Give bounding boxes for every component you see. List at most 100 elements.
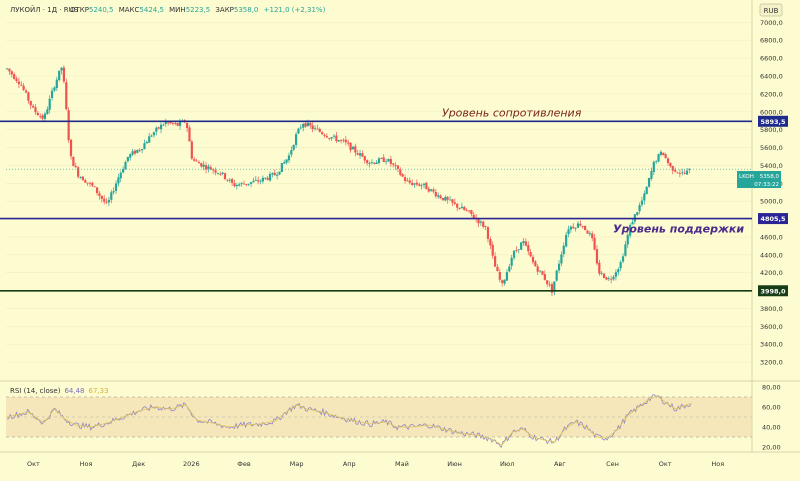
candle-body: [531, 256, 535, 263]
candle-body: [287, 155, 291, 161]
candle-body: [226, 179, 229, 181]
candle-body: [43, 113, 47, 119]
price-tick-label: 5400,0: [760, 162, 783, 170]
candle-body: [610, 278, 613, 280]
candle-body: [29, 100, 32, 106]
price-tick-label: 4400,0: [760, 251, 783, 259]
candle-body: [685, 170, 689, 175]
candle-body: [216, 172, 220, 174]
currency-label: RUB: [764, 7, 779, 15]
candle-body: [193, 159, 196, 161]
candle-body: [257, 180, 260, 182]
candle-body: [375, 162, 378, 165]
candle-body: [406, 180, 409, 182]
currency-button[interactable]: [759, 3, 783, 17]
time-tick-label: Ноя: [711, 460, 724, 468]
candle-body: [557, 263, 561, 271]
candle-body: [325, 136, 328, 138]
candle-body: [538, 270, 542, 272]
candle-body: [124, 161, 127, 170]
candle-body: [579, 223, 582, 226]
candle-body: [200, 163, 203, 167]
support-caption: Уровень поддержки: [613, 223, 744, 236]
candle-body: [591, 233, 594, 239]
candle-body: [122, 168, 125, 173]
candle-body: [204, 165, 208, 170]
candle-body: [562, 245, 565, 255]
candle-body: [231, 179, 234, 183]
candle-body: [330, 137, 333, 139]
candle-body: [602, 273, 606, 279]
candle-body: [621, 256, 625, 262]
candle-body: [271, 173, 274, 175]
candle-body: [62, 67, 66, 82]
candle-body: [427, 188, 430, 192]
candle-body: [143, 143, 146, 150]
candle-body: [574, 227, 577, 229]
candle-body: [157, 127, 160, 129]
candle-body: [136, 149, 139, 153]
rsi-ma-line: [7, 395, 692, 446]
candle-body: [612, 276, 615, 280]
candle-body: [69, 139, 73, 157]
candle-body: [107, 199, 111, 203]
candle-body: [321, 132, 324, 135]
candle-body: [65, 82, 68, 110]
candle-body: [508, 266, 511, 272]
candle-body: [228, 179, 231, 181]
candle-body: [501, 280, 504, 283]
candle-body: [103, 198, 106, 202]
candle-body: [342, 139, 345, 141]
candle-body: [98, 193, 101, 196]
candle-body: [202, 164, 205, 167]
candle-body: [536, 266, 539, 272]
candle-body: [584, 225, 587, 231]
candle-body: [420, 185, 423, 187]
candle-body: [290, 150, 293, 155]
candle-body: [126, 156, 129, 162]
candle-body: [527, 244, 530, 252]
time-tick-label: Авг: [554, 460, 566, 468]
candle-body: [560, 254, 563, 264]
price-tick-label: 7000,0: [760, 19, 783, 27]
header-ohlc: ОТКР5240,5 МАКС5424,5 МИН5223,5 ЗАКР5358…: [70, 6, 326, 14]
candle-body: [46, 109, 49, 115]
candle-body: [671, 165, 674, 171]
candle-body: [112, 191, 115, 193]
candle-body: [41, 115, 44, 119]
candle-body: [178, 121, 182, 126]
candle-body: [472, 214, 475, 219]
time-tick-label: Июл: [500, 460, 515, 468]
candle-body: [105, 201, 108, 203]
candle-body: [292, 144, 295, 150]
candle-body: [91, 182, 94, 186]
candle-body: [58, 70, 61, 81]
candle-body: [209, 167, 212, 170]
price-tick-label: 6400,0: [760, 73, 783, 81]
price-pane[interactable]: [0, 0, 752, 380]
candle-body: [162, 124, 165, 126]
candle-body: [629, 224, 632, 236]
candle-body: [20, 84, 23, 86]
candle-body: [600, 272, 603, 274]
candle-body: [186, 123, 189, 129]
candle-body: [366, 160, 369, 164]
candle-body: [306, 122, 310, 127]
candle-body: [479, 221, 482, 223]
candle-body: [67, 110, 70, 141]
candle-body: [304, 123, 307, 127]
last-price-countdown: 07:33:22: [754, 182, 779, 188]
candle-body: [567, 229, 570, 235]
candle-body: [678, 173, 681, 175]
candle-body: [643, 193, 646, 201]
candle-body: [503, 279, 506, 284]
last-price-value: 5358,0: [760, 174, 780, 180]
candle-body: [553, 281, 556, 292]
candle-body: [437, 195, 440, 197]
candle-body: [140, 149, 144, 151]
candle-body: [242, 183, 246, 185]
candle-body: [254, 179, 257, 181]
candle-body: [529, 252, 532, 257]
time-tick-label: Окт: [659, 460, 672, 468]
